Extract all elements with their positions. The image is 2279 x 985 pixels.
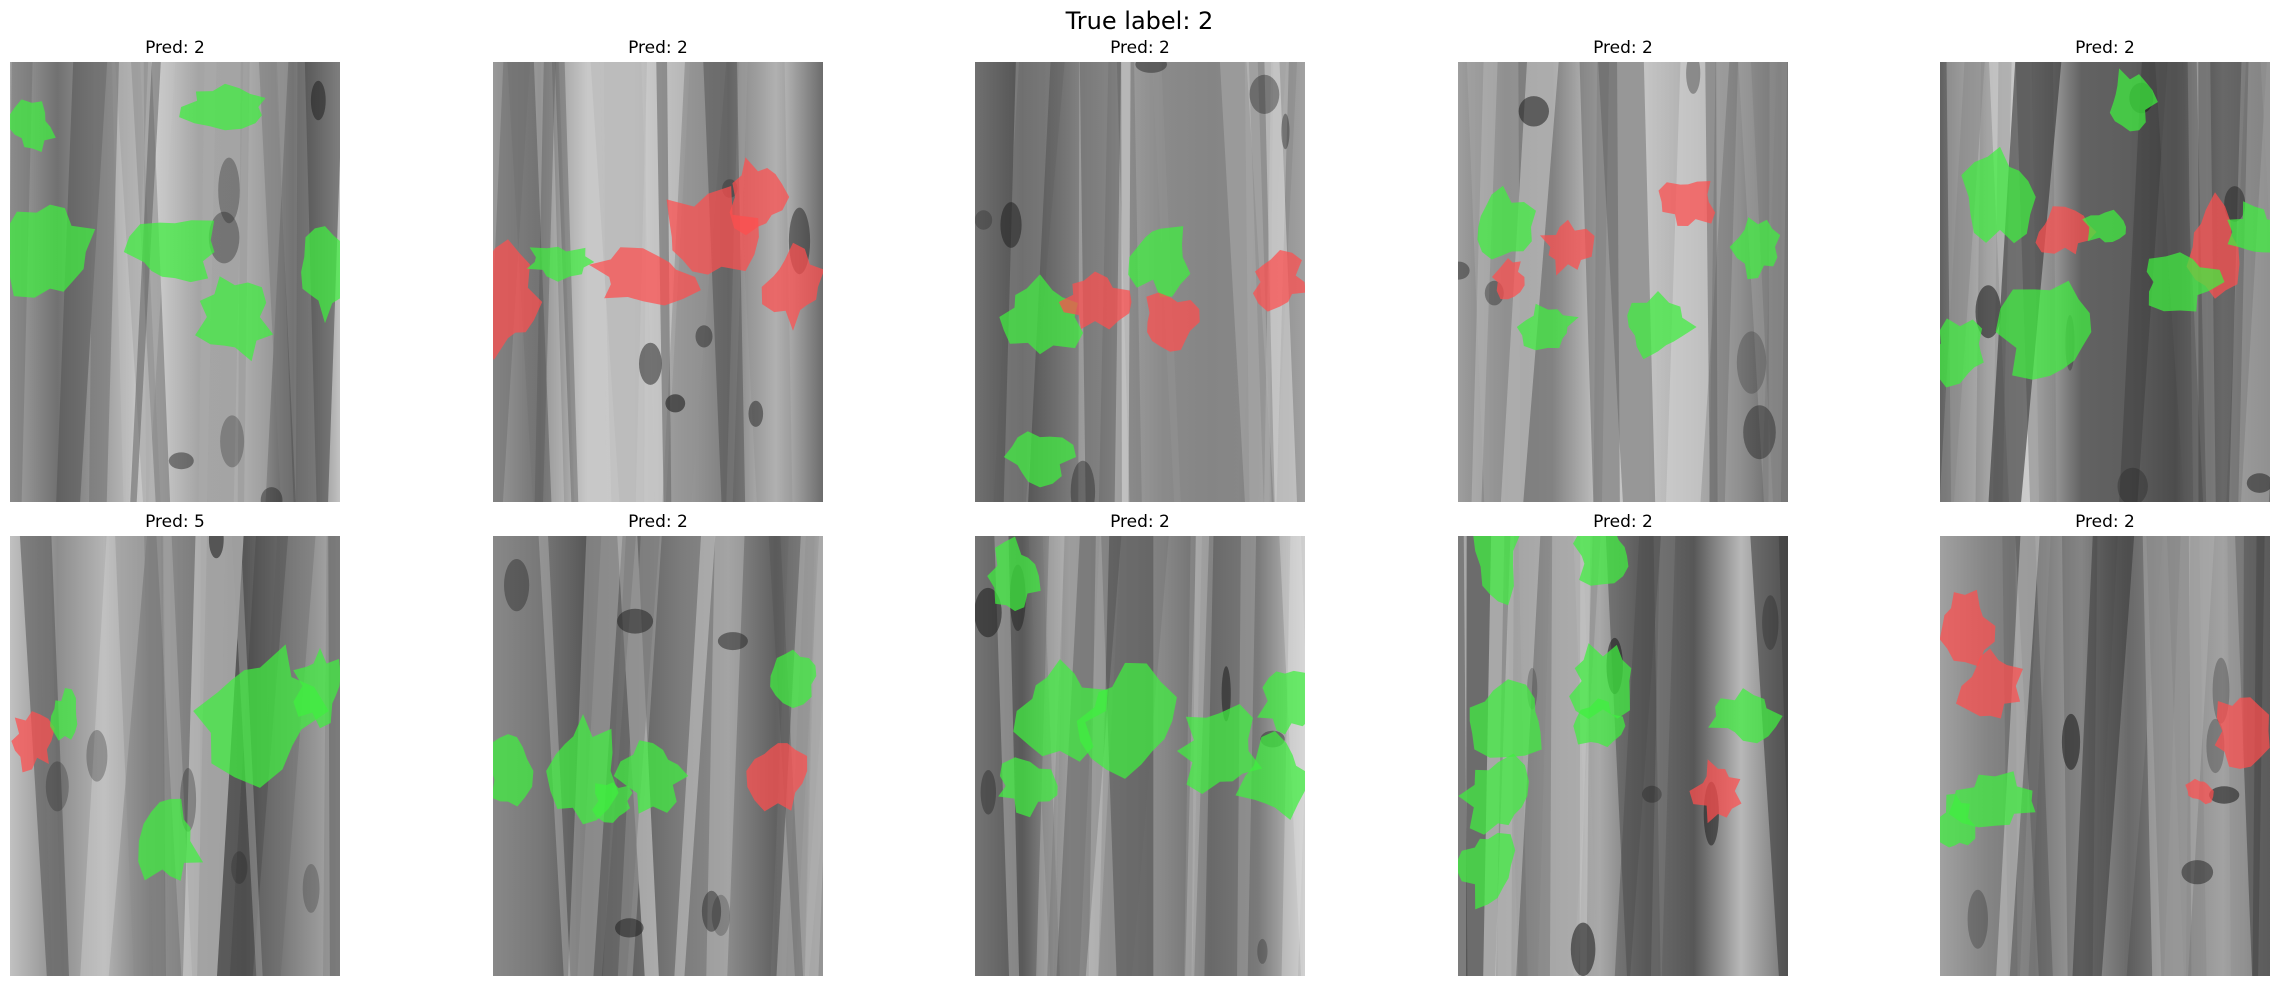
positive-region <box>1948 771 2036 828</box>
bark-image <box>1940 536 2270 976</box>
panel-title: Pred: 2 <box>1593 38 1653 58</box>
negative-region <box>1540 219 1595 276</box>
positive-region <box>193 644 329 788</box>
panel-5: Pred: 2 <box>1940 36 2270 502</box>
positive-region <box>1516 303 1579 351</box>
positive-region <box>1469 679 1542 758</box>
positive-region <box>179 83 266 131</box>
bark-image <box>1458 536 1788 976</box>
bark-image <box>10 62 340 502</box>
negative-region <box>588 247 701 306</box>
positive-region <box>1708 688 1783 744</box>
panel-title: Pred: 2 <box>1593 512 1653 532</box>
positive-region <box>2227 201 2270 253</box>
positive-region <box>998 757 1058 818</box>
negative-region <box>2214 697 2270 769</box>
positive-region <box>493 734 534 807</box>
positive-region <box>1940 318 1984 388</box>
negative-region <box>493 239 543 360</box>
positive-region <box>1573 698 1626 748</box>
positive-region <box>123 220 215 283</box>
negative-region <box>1491 258 1525 300</box>
positive-region <box>987 536 1041 612</box>
panel-10: Pred: 2 <box>1940 510 2270 976</box>
bark-image <box>10 536 340 976</box>
positive-region <box>1729 217 1781 280</box>
positive-region <box>1458 753 1529 835</box>
positive-region <box>1257 670 1305 735</box>
bark-image <box>975 536 1305 976</box>
positive-region <box>1569 643 1632 719</box>
positive-region <box>10 99 56 152</box>
negative-region <box>2185 778 2214 805</box>
bark-image <box>975 62 1305 502</box>
positive-region <box>770 649 817 709</box>
positive-region <box>1176 704 1263 794</box>
positive-region <box>1995 280 2092 380</box>
positive-region <box>1940 793 1976 848</box>
panel-title: Pred: 2 <box>628 512 688 532</box>
positive-region <box>1961 146 2036 244</box>
panel-1: Pred: 2 <box>10 36 340 502</box>
panel-title: Pred: 5 <box>145 512 205 532</box>
negative-region <box>761 242 823 331</box>
positive-region <box>2082 209 2126 243</box>
bark-image <box>1458 62 1788 502</box>
positive-region <box>526 246 595 282</box>
negative-region <box>1940 589 1996 667</box>
figure-suptitle: True label: 2 <box>1065 7 1214 35</box>
negative-region <box>729 157 790 236</box>
positive-region <box>1076 662 1177 779</box>
positive-region <box>293 647 340 729</box>
positive-region <box>2109 68 2158 132</box>
negative-region <box>746 743 808 812</box>
positive-region <box>2146 252 2225 312</box>
negative-region <box>1689 759 1742 824</box>
positive-region <box>1128 226 1191 298</box>
positive-region <box>1473 536 1520 606</box>
positive-region <box>1627 291 1697 360</box>
negative-region <box>2035 206 2097 255</box>
panel-title: Pred: 2 <box>1110 512 1170 532</box>
negative-region <box>11 711 55 773</box>
positive-region <box>195 276 274 362</box>
positive-region <box>50 688 78 741</box>
panel-6: Pred: 5 <box>10 510 340 976</box>
positive-region <box>592 782 633 823</box>
positive-region <box>1458 832 1516 910</box>
positive-region <box>1573 536 1629 586</box>
negative-region <box>1658 181 1716 226</box>
negative-region <box>1252 250 1305 312</box>
positive-region <box>1235 731 1305 820</box>
panel-7: Pred: 2 <box>493 510 823 976</box>
negative-region <box>1956 648 2023 719</box>
positive-region <box>10 204 96 298</box>
panel-title: Pred: 2 <box>2075 38 2135 58</box>
bark-image <box>1940 62 2270 502</box>
bark-image <box>493 536 823 976</box>
positive-region <box>138 798 204 881</box>
panel-4: Pred: 2 <box>1458 36 1788 502</box>
positive-region <box>1477 185 1536 260</box>
panel-9: Pred: 2 <box>1458 510 1788 976</box>
positive-region <box>301 226 340 324</box>
positive-region <box>999 274 1084 355</box>
positive-region <box>613 740 689 814</box>
panel-title: Pred: 2 <box>628 38 688 58</box>
negative-region <box>666 186 759 275</box>
bark-image <box>493 62 823 502</box>
panel-2: Pred: 2 <box>493 36 823 502</box>
panel-3: Pred: 2 <box>975 36 1305 502</box>
panel-title: Pred: 2 <box>145 38 205 58</box>
panel-title: Pred: 2 <box>1110 38 1170 58</box>
panel-8: Pred: 2 <box>975 510 1305 976</box>
negative-region <box>1146 292 1200 352</box>
panel-title: Pred: 2 <box>2075 512 2135 532</box>
negative-region <box>1058 271 1132 330</box>
positive-region <box>1003 431 1077 488</box>
